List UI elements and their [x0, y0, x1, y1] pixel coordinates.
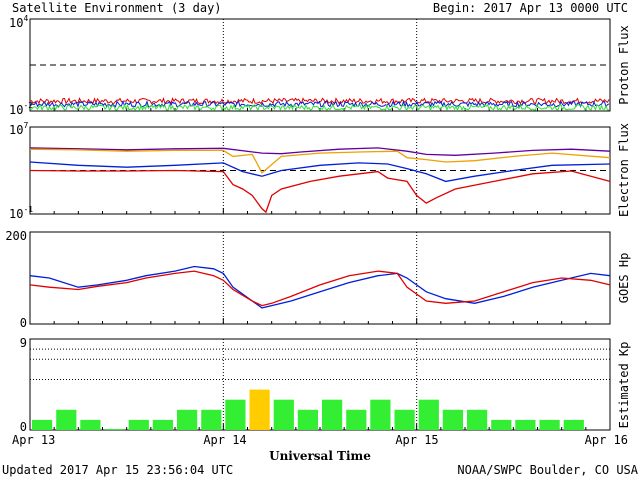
proton-series-blue — [29, 99, 610, 109]
proton-ytick-top: 104 — [9, 14, 28, 30]
goes-hp-ylabel: GOES Hp — [617, 253, 631, 304]
kp-ytick-top: 9 — [20, 336, 27, 350]
kp-bar — [539, 419, 560, 430]
electron-ytick-top-exp: 7 — [23, 121, 28, 130]
proton-ytick-top-exp: 4 — [23, 14, 28, 23]
plot-layer — [29, 19, 611, 430]
begin-date: Begin: 2017 Apr 13 0000 UTC — [433, 1, 628, 15]
goes-hp-series-red — [29, 270, 611, 307]
kp-bar — [442, 409, 463, 430]
source-credit: NOAA/SWPC Boulder, CO USA — [457, 463, 638, 477]
electron-flux-ylabel: Electron Flux — [617, 123, 631, 217]
electron-ytick-top: 107 — [9, 121, 28, 137]
proton-series-green — [29, 103, 610, 112]
kp-bar — [418, 399, 439, 430]
electron-ytick-bottom-exp: -1 — [23, 205, 33, 214]
kp-ylabel: Estimated Kp — [617, 342, 631, 429]
xtick-apr16: Apr 16 — [585, 433, 628, 447]
kp-panel — [29, 338, 611, 431]
kp-bar — [394, 409, 415, 430]
kp-bar — [152, 419, 173, 430]
kp-bar — [322, 399, 343, 430]
kp-bar — [201, 409, 222, 430]
proton-flux-ylabel: Proton Flux — [617, 25, 631, 104]
goes-hp-panel — [29, 231, 611, 325]
updated-timestamp: Updated 2017 Apr 15 23:56:04 UTC — [2, 463, 233, 477]
proton-ytick-bottom-exp: -2 — [23, 101, 33, 110]
kp-bar — [370, 399, 391, 430]
kp-bar — [563, 419, 584, 430]
kp-bar — [467, 409, 488, 430]
kp-bar — [80, 419, 101, 430]
xaxis-label: Universal Time — [269, 449, 371, 463]
kp-bar — [515, 419, 536, 430]
kp-bar — [128, 419, 149, 430]
kp-bar — [32, 419, 53, 430]
kp-bar — [297, 409, 318, 430]
kp-bar — [273, 399, 294, 430]
electron-series-red — [29, 169, 611, 214]
goes-ytick-top: 200 — [5, 229, 27, 243]
xtick-apr15: Apr 15 — [395, 433, 438, 447]
kp-ytick-bottom: 0 — [20, 420, 27, 434]
goes-hp-series-blue — [29, 265, 611, 309]
electron-series-orange — [29, 148, 611, 174]
kp-bar — [346, 409, 367, 430]
kp-bar — [225, 399, 246, 430]
electron-series-purple — [29, 147, 611, 156]
kp-bar — [104, 429, 125, 430]
kp-bar — [491, 419, 512, 430]
goes-ytick-bottom: 0 — [20, 316, 27, 330]
kp-bar — [56, 409, 77, 430]
chart-title: Satellite Environment (3 day) — [12, 1, 222, 15]
kp-bar — [177, 409, 198, 430]
xtick-apr14: Apr 14 — [203, 433, 246, 447]
xtick-apr13: Apr 13 — [12, 433, 55, 447]
electron-series-blue — [29, 161, 611, 183]
kp-bar — [249, 389, 270, 430]
